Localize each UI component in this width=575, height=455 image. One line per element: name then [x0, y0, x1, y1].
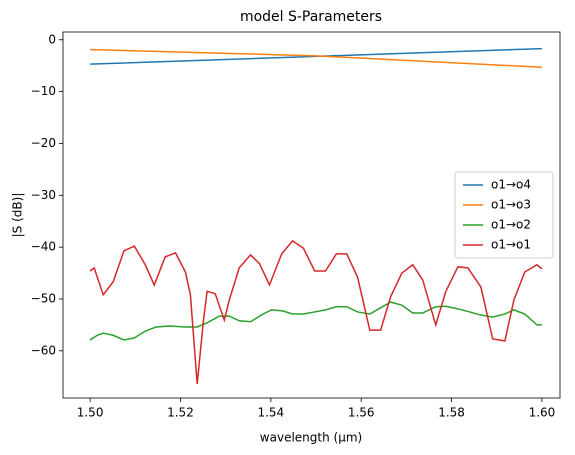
legend-label: o1→o1: [491, 238, 531, 252]
y-tick-label: −40: [31, 240, 56, 254]
x-tick-label: 1.52: [167, 406, 194, 420]
x-tick-label: 1.54: [257, 406, 284, 420]
series-line: [90, 48, 542, 68]
x-tick-label: 1.60: [529, 406, 556, 420]
x-tick-label: 1.58: [438, 406, 465, 420]
x-axis-label: wavelength (µm): [260, 431, 362, 445]
y-tick-label: 0: [48, 32, 56, 46]
plot-area: [89, 47, 543, 385]
y-tick-label: −60: [31, 343, 56, 357]
y-tick-label: −10: [31, 84, 56, 98]
y-tick-label: −50: [31, 291, 56, 305]
y-tick-label: −20: [31, 136, 56, 150]
legend-label: o1→o3: [491, 198, 531, 212]
series-line: [89, 239, 543, 385]
legend-label: o1→o2: [491, 218, 531, 232]
chart-title: model S-Parameters: [240, 9, 382, 25]
y-tick-label: −30: [31, 188, 56, 202]
legend-box: [454, 171, 554, 259]
series-line: [89, 301, 542, 341]
x-tick-label: 1.50: [77, 406, 104, 420]
legend-label: o1→o4: [491, 178, 531, 192]
axes-frame: [62, 31, 561, 399]
x-tick-label: 1.56: [348, 406, 375, 420]
y-axis-label: |S (dB)|: [11, 193, 25, 238]
